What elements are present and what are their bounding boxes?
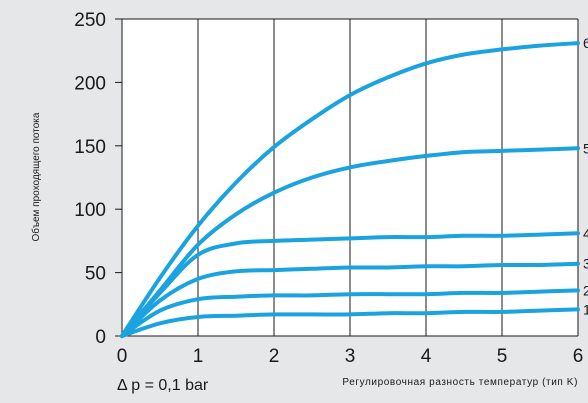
curve-5 [120, 146, 580, 338]
curve-label-5: 5 [583, 140, 588, 156]
curves [120, 41, 580, 338]
x-tick-label-2: 2 [269, 346, 280, 367]
curve-1 [120, 307, 580, 338]
y-tick-label-200: 200 [74, 73, 106, 94]
curve-label-6: 6 [583, 35, 588, 51]
y-tick-label-0: 0 [95, 327, 106, 348]
curve-label-2: 2 [583, 282, 588, 298]
x-tick-label-4: 4 [421, 346, 432, 367]
y-tick-label-50: 50 [85, 264, 106, 285]
x-tick-labels: 0 1 2 3 4 5 6 [117, 346, 584, 367]
y-tick-label-250: 250 [74, 10, 106, 31]
curve-label-3: 3 [583, 256, 588, 272]
y-tick-label-150: 150 [74, 137, 106, 158]
y-axis-label: Объем проходящего потока [30, 112, 42, 241]
x-axis-label: Регулировочная разность температур (тип … [342, 377, 578, 388]
y-tick-label-100: 100 [74, 200, 106, 221]
x-tick-label-1: 1 [193, 346, 204, 367]
pressure-annotation: Δ p = 0,1 bar [117, 377, 209, 394]
x-tick-label-6: 6 [573, 346, 584, 367]
curve-3 [120, 261, 580, 338]
curve-labels: 6 5 4 3 2 1 [583, 35, 588, 317]
curve-2 [120, 288, 580, 338]
x-tick-label-0: 0 [117, 346, 128, 367]
x-tick-label-5: 5 [497, 346, 508, 367]
y-tick-labels: 0 50 100 150 200 250 [74, 10, 106, 348]
grid-lines [115, 18, 579, 337]
curve-label-4: 4 [583, 225, 588, 241]
curve-4 [120, 231, 580, 338]
x-tick-label-3: 3 [345, 346, 356, 367]
curve-6 [120, 41, 580, 338]
curve-label-1: 1 [583, 301, 588, 317]
